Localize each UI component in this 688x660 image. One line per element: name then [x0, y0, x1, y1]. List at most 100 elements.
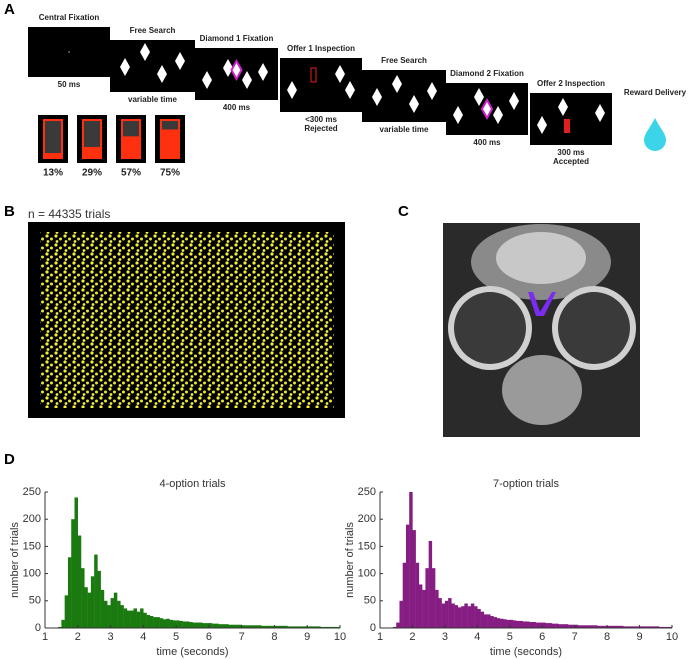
x-tick-label: 1 — [42, 631, 48, 643]
histogram-bar — [166, 618, 170, 628]
x-tick-label: 3 — [442, 631, 448, 643]
histogram-bar — [451, 603, 455, 628]
histogram-bar — [251, 625, 255, 628]
histogram-bar — [415, 562, 420, 628]
histogram-bar — [61, 619, 65, 628]
histogram-bar — [526, 621, 530, 628]
diamond — [392, 75, 402, 93]
histogram-bar — [577, 625, 582, 628]
y-axis-label: number of trials — [344, 522, 356, 598]
histogram-bar — [333, 626, 337, 628]
chart-title: 4-option trials — [159, 478, 226, 490]
y-axis-label: number of trials — [9, 522, 21, 598]
histogram-bar — [620, 625, 624, 628]
offer-fill — [44, 153, 62, 158]
histogram-bar — [326, 626, 331, 628]
histogram-bar — [94, 554, 98, 628]
screen-duration: variable time — [128, 95, 177, 104]
y-tick-label: 100 — [358, 568, 376, 580]
screen-title: Free Search — [130, 26, 176, 35]
screen-duration: variable time — [380, 125, 429, 134]
histogram-bar — [558, 624, 562, 628]
y-tick-label: 50 — [364, 595, 376, 607]
diamond — [558, 98, 568, 116]
histogram-bar — [235, 624, 239, 628]
y-tick-label: 200 — [358, 513, 376, 525]
histogram-bar — [568, 624, 572, 628]
diamond — [345, 81, 355, 99]
panel-label: A — [4, 1, 15, 18]
histogram-bar — [490, 616, 494, 628]
histogram-bar — [662, 626, 666, 628]
histogram-bar — [287, 626, 292, 628]
histogram-bar — [267, 625, 272, 628]
histogram-bar — [77, 535, 82, 628]
histogram-bar — [548, 623, 553, 628]
diamond — [230, 58, 243, 82]
screen-title: Offer 1 Inspection — [287, 44, 355, 53]
trial-count: n = 44335 trials — [28, 207, 110, 221]
y-tick-label: 50 — [29, 595, 41, 607]
histogram-bar — [294, 626, 298, 628]
histogram-bar — [258, 625, 262, 628]
histogram-bar — [431, 568, 436, 628]
histogram-bar — [277, 625, 282, 628]
histogram-bar — [487, 614, 491, 628]
diamond — [120, 58, 130, 76]
histogram-bar — [90, 576, 95, 628]
histogram-bar — [483, 614, 488, 628]
histogram-bar — [182, 621, 187, 628]
screen-title: Free Search — [381, 56, 427, 65]
histogram-bar — [163, 619, 167, 628]
histogram-bar — [212, 623, 216, 628]
screen-title: Diamond 2 Fixation — [450, 69, 524, 78]
histogram-bar — [623, 626, 627, 628]
histogram-bar — [626, 626, 631, 628]
histogram-bar — [202, 623, 206, 628]
histogram-bar — [248, 625, 252, 628]
histogram-bar — [172, 620, 177, 628]
histogram-bar — [607, 625, 611, 628]
screen-title: Diamond 1 Fixation — [200, 34, 274, 43]
histogram-bar — [169, 619, 174, 628]
histogram-bar — [241, 625, 246, 628]
screen-duration: 300 ms — [557, 148, 585, 157]
histogram-bar — [261, 625, 265, 628]
histogram-bar — [464, 603, 468, 628]
histogram-bar — [199, 622, 203, 628]
histogram-bar — [297, 626, 301, 628]
histogram-bar — [117, 600, 121, 628]
y-tick-label: 0 — [370, 622, 376, 634]
histogram-bar — [603, 625, 608, 628]
reward-label: Reward Delivery — [624, 88, 687, 97]
mri-image — [443, 223, 640, 437]
histogram-bar — [474, 606, 478, 628]
histogram-bar — [409, 492, 413, 628]
screen-title: Offer 2 Inspection — [537, 79, 605, 88]
x-tick-label: 4 — [140, 631, 146, 643]
x-tick-label: 7 — [239, 631, 245, 643]
histogram-bar — [228, 624, 233, 628]
histogram-bar — [425, 568, 429, 628]
histogram-bar — [107, 605, 111, 628]
histogram-bar — [113, 592, 118, 628]
histogram-bar — [574, 624, 579, 628]
histogram-bar — [271, 625, 275, 628]
histogram-bar — [571, 624, 575, 628]
y-tick-label: 250 — [23, 486, 41, 498]
diamond — [509, 92, 519, 110]
histogram-bar — [422, 589, 426, 628]
y-tick-label: 200 — [23, 513, 41, 525]
histogram-bar — [545, 623, 549, 628]
histogram-bar — [613, 625, 618, 628]
panel-label: C — [398, 203, 409, 220]
x-tick-label: 6 — [539, 631, 545, 643]
histogram-bar — [136, 611, 141, 628]
screen-duration: 400 ms — [223, 103, 251, 112]
histogram-bar — [522, 621, 527, 628]
histogram-bar — [290, 626, 295, 628]
diamond — [595, 104, 605, 122]
histogram-bar — [457, 607, 462, 628]
offer-label: 57% — [121, 168, 141, 179]
histogram-bar — [100, 589, 105, 628]
